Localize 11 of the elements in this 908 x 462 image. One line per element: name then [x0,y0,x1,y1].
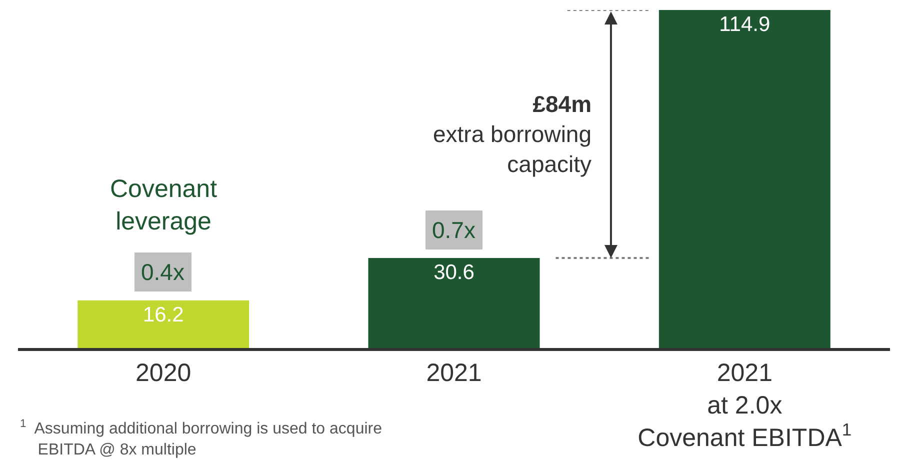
data-label: 114.9 [719,13,770,36]
x-tick-label: 2020 [136,359,192,387]
x-tick-label: 2021 [426,359,482,387]
data-label: 16.2 [142,303,184,326]
data-label: 30.6 [434,260,474,284]
text: $^{1}$ Assuming additional borrowing is used to acquire EBITDA @ 8x multiple [20,418,382,459]
annotation: £84m extra borrowing capacity [433,91,592,177]
annotation: 0.4x [141,259,185,285]
annotation: 0.7x [432,217,476,243]
annotation: Covenant leverage [110,175,218,236]
x-tick-label: 2021 at 2.0x Covenant EBITDA$^{1}$ [638,359,852,452]
